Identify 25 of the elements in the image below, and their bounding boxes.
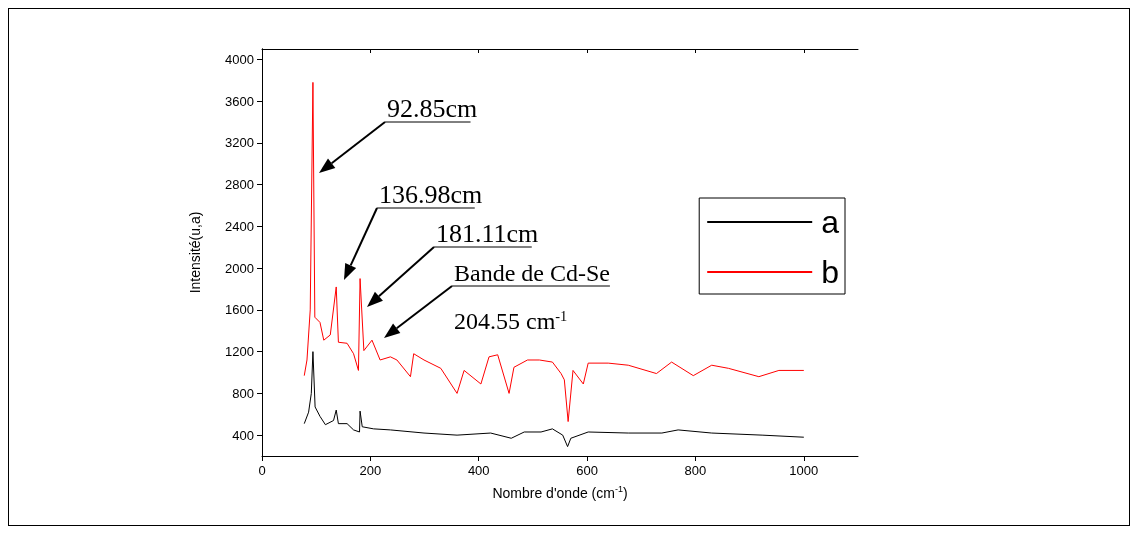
line-series [303,81,805,423]
y-axis-title: Intensité(u,a) [187,211,203,294]
line-series [303,351,805,448]
y-tick-label: 800 [232,385,254,401]
y-tick-label: 2800 [225,177,254,193]
y-tick-label: 3200 [225,135,254,151]
y-tick-label: 2400 [225,218,254,234]
annotation: 92.85cm [387,94,478,123]
y-tick-label: 400 [232,427,254,443]
legend-label: b [821,254,839,290]
y-tick-label: 1200 [225,344,254,360]
y-tick-label: 3600 [225,93,254,109]
x-tick-label: 1000 [789,463,819,478]
annotation: 136.98cm [379,180,483,209]
y-tick-label: 2000 [225,260,254,276]
x-tick-label: 400 [467,463,490,478]
x-tick-label: 200 [359,463,382,478]
annotation: Bande de Cd-Se 204.55 cm$^{-1}$ [454,260,610,334]
x-tick-label: 0 [258,463,266,478]
y-tick-label: 1600 [225,302,254,318]
x-tick-label: 600 [576,463,598,478]
annotation: 181.11cm [436,219,539,248]
y-tick-label: 4000 [225,51,254,67]
legend-label: a [821,204,840,240]
x-tick-label: 800 [684,463,707,478]
